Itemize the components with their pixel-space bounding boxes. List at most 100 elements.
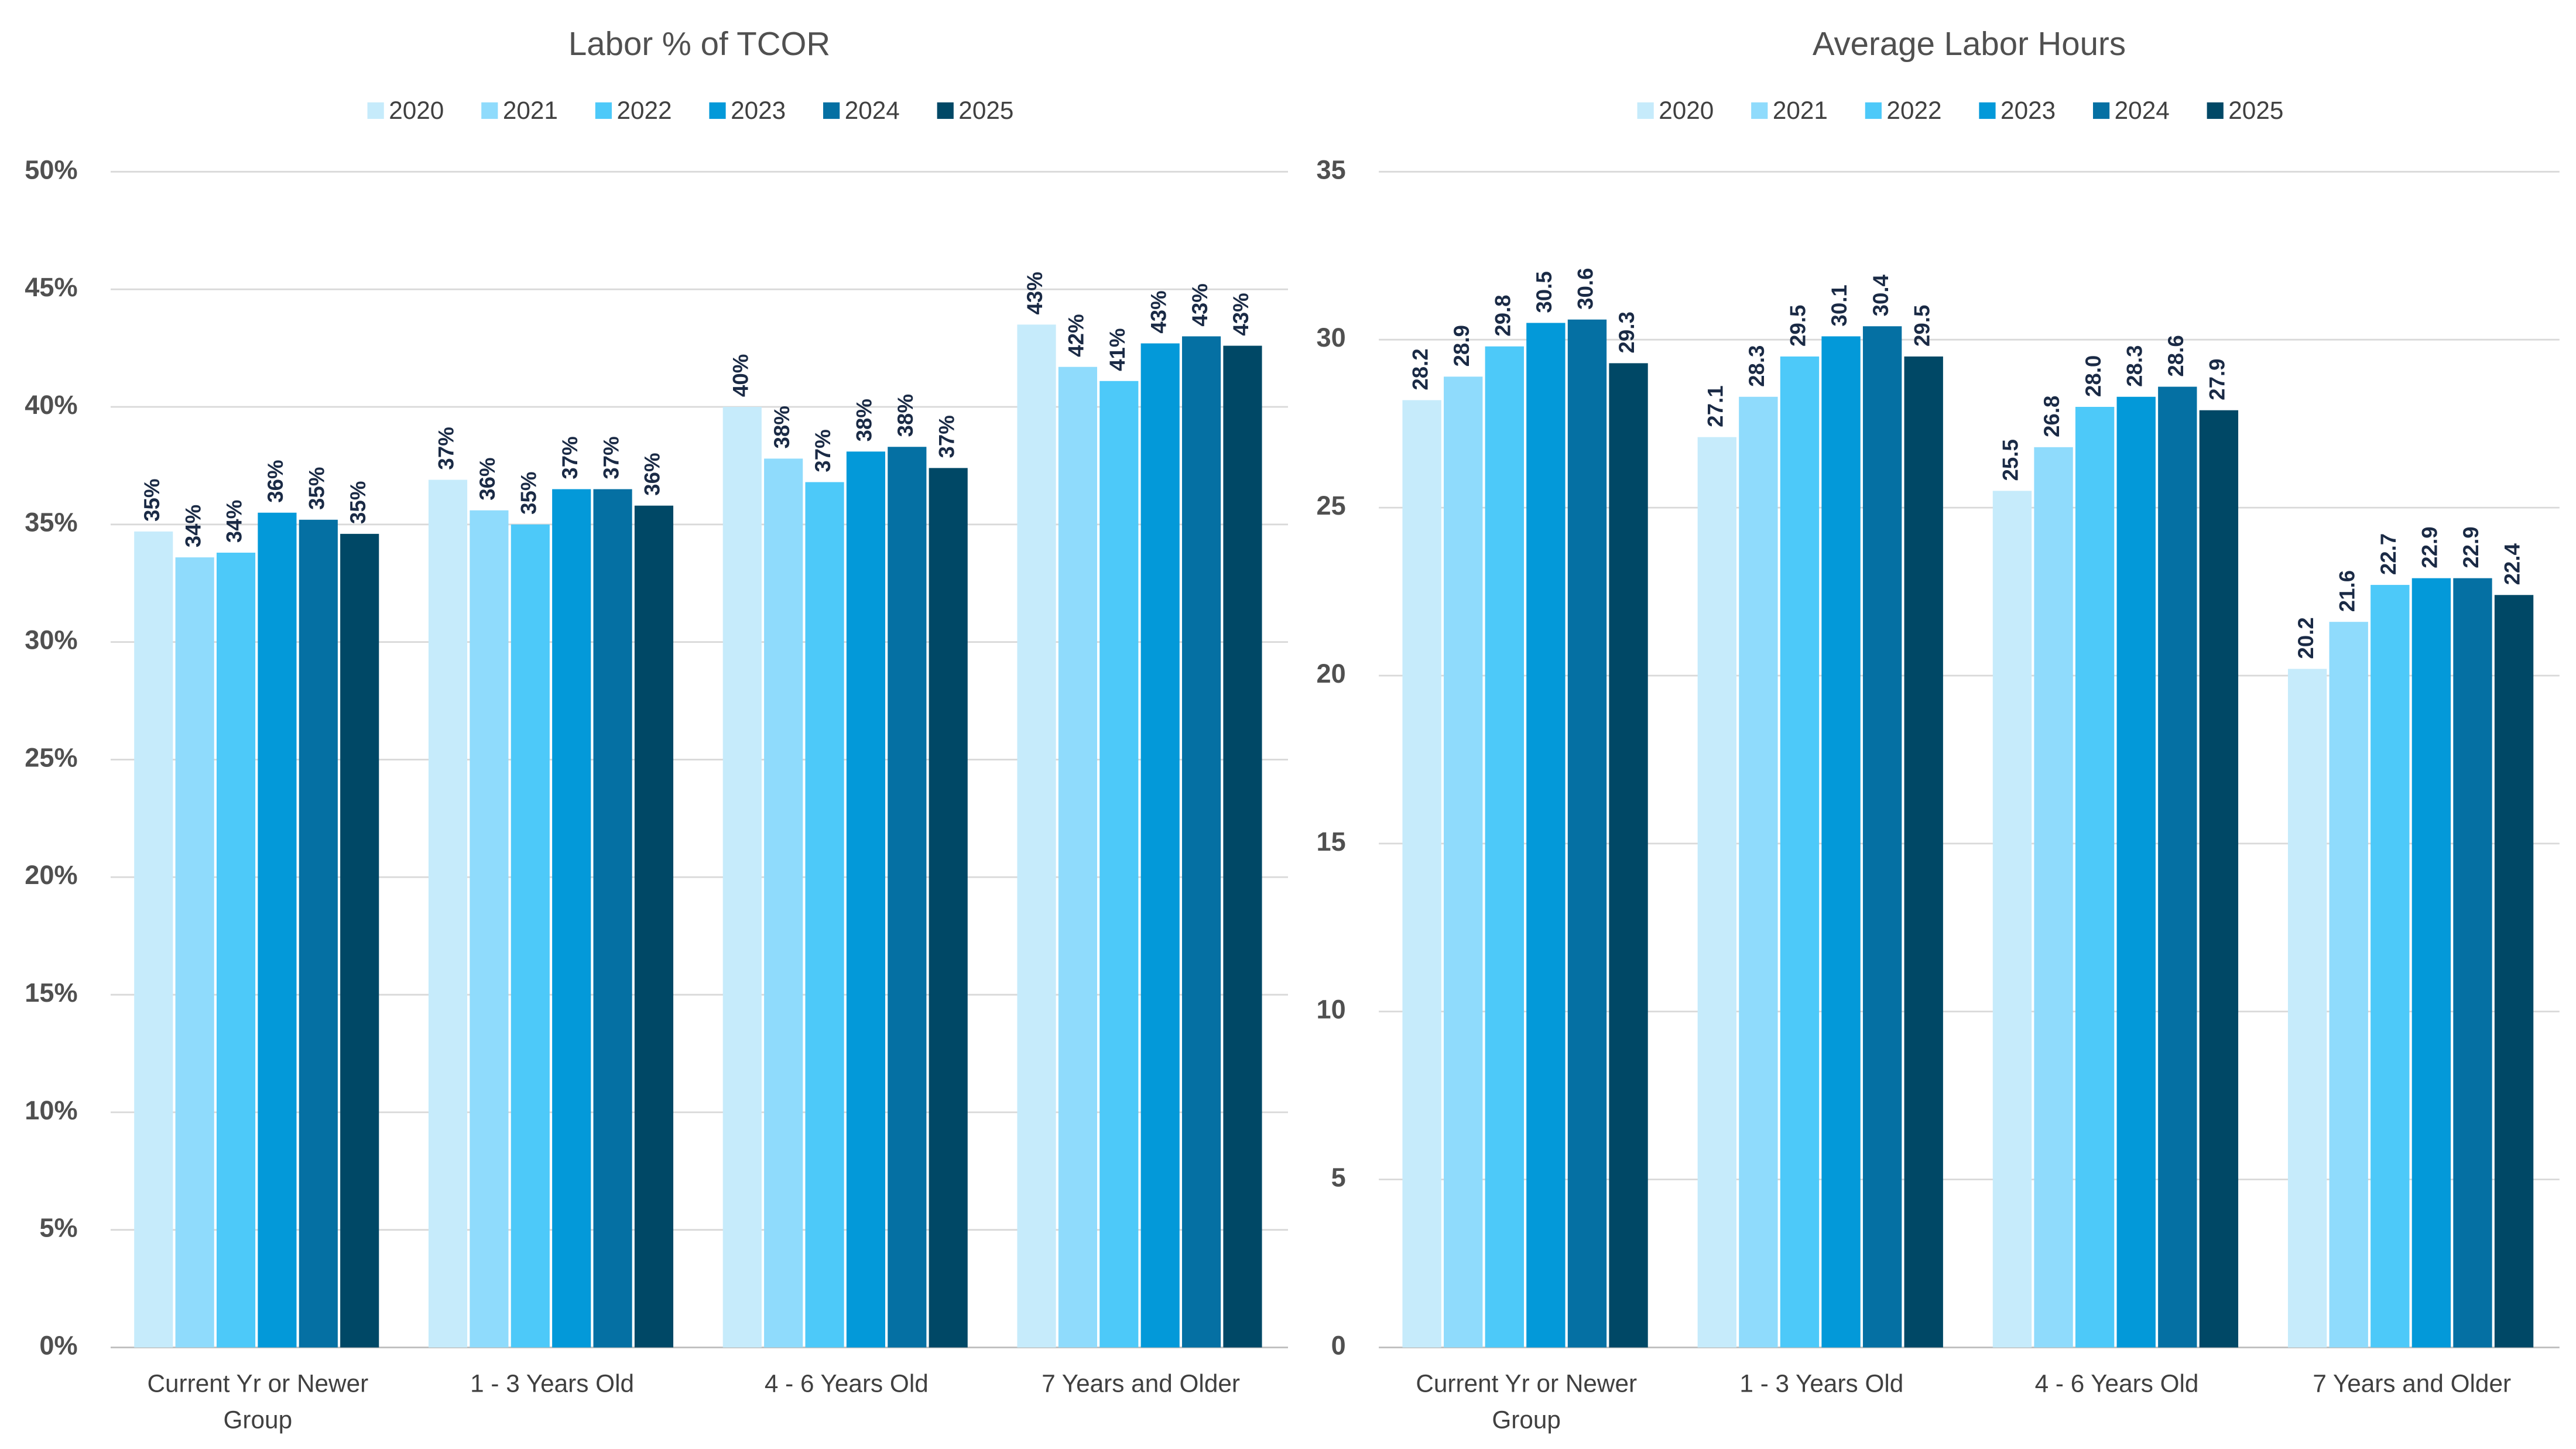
data-label: 43%	[1229, 293, 1253, 335]
bar	[1567, 319, 1607, 1348]
bar	[470, 510, 509, 1348]
y-tick-label: 5	[1331, 1163, 1346, 1193]
data-label: 28.6	[2164, 335, 2188, 376]
legend-swatch	[1637, 102, 1654, 119]
legend-swatch	[2207, 102, 2224, 119]
data-label: 43%	[1146, 290, 1170, 333]
data-label: 26.8	[2040, 396, 2064, 437]
bar	[1402, 400, 1441, 1348]
data-label: 37%	[434, 427, 458, 470]
bar	[888, 447, 927, 1348]
x-tick-label-box: Current Yr or Newer Group	[147, 1371, 369, 1436]
bar	[175, 557, 214, 1348]
data-label: 22.7	[2376, 533, 2400, 575]
legend-swatch	[1751, 102, 1768, 119]
y-tick-label: 15%	[25, 978, 77, 1008]
data-label: 37%	[558, 436, 582, 479]
data-label: 29.5	[1786, 305, 1810, 347]
x-tick-label-box: 4 - 6 Years Old	[2034, 1371, 2199, 1399]
data-label: 27.1	[1703, 385, 1727, 427]
y-tick-label: 20%	[25, 860, 77, 890]
bar	[258, 512, 297, 1348]
x-tick-label-box: Current Yr or Newer Group	[1416, 1371, 1637, 1435]
bar	[2116, 396, 2156, 1348]
bar	[1058, 366, 1098, 1348]
data-label: 28.2	[1408, 348, 1432, 390]
legend-label: 2022	[616, 97, 672, 124]
bar	[846, 451, 886, 1348]
bar	[1780, 356, 1820, 1348]
data-label: 43%	[1188, 283, 1212, 326]
x-tick-label-box: 1 - 3 Years Old	[1739, 1371, 1903, 1399]
bar	[1821, 336, 1861, 1348]
legend-swatch	[823, 102, 840, 119]
y-tick-label: 50%	[25, 155, 77, 184]
y-tick-label: 10%	[25, 1095, 77, 1125]
legend-label: 2020	[389, 97, 444, 124]
bar	[1904, 356, 1943, 1348]
x-tick-label: Current Yr or Newer Group	[147, 1371, 369, 1436]
bar	[2199, 410, 2239, 1348]
legend-swatch	[709, 102, 726, 119]
bar	[764, 458, 803, 1348]
data-label: 36%	[475, 457, 499, 500]
y-tick-label: 35	[1317, 155, 1346, 184]
data-label: 30.4	[1869, 274, 1893, 316]
bar	[1223, 345, 1262, 1348]
x-tick-label: 4 - 6 Years Old	[2034, 1371, 2199, 1399]
legend-swatch	[1865, 102, 1882, 119]
bar	[634, 505, 674, 1348]
x-tick-label: 4 - 6 Years Old	[764, 1371, 929, 1399]
legend-swatch	[595, 102, 612, 119]
data-label: 41%	[1105, 328, 1129, 371]
bar	[511, 524, 550, 1348]
bar	[340, 533, 379, 1348]
legend-label: 2023	[731, 97, 786, 124]
bar	[1140, 343, 1180, 1348]
bar	[428, 479, 468, 1348]
y-tick-label: 30%	[25, 625, 77, 655]
bar	[1697, 437, 1736, 1348]
data-label: 30.1	[1827, 285, 1851, 326]
data-label: 28.0	[2081, 355, 2105, 397]
data-label: 36%	[263, 460, 287, 502]
bar	[299, 519, 338, 1348]
legend-label: 2025	[2228, 97, 2283, 124]
chart-title: Average Labor Hours	[1813, 25, 2126, 62]
data-label: 29.8	[1491, 294, 1515, 336]
legend-label: 2024	[845, 97, 900, 124]
y-tick-label: 20	[1317, 659, 1346, 688]
legend-label: 2025	[958, 97, 1013, 124]
bar	[552, 489, 591, 1348]
y-tick-label: 30	[1317, 323, 1346, 352]
bar	[2158, 386, 2197, 1348]
y-tick-label: 10	[1317, 995, 1346, 1025]
bar	[1609, 363, 1648, 1348]
y-tick-label: 15	[1317, 827, 1346, 857]
bar	[2453, 578, 2492, 1348]
data-label: 38%	[893, 394, 917, 437]
x-tick-label-box: 7 Years and Older	[2313, 1371, 2511, 1399]
legend-swatch	[481, 102, 498, 119]
legend-swatch	[937, 102, 954, 119]
data-label: 37%	[934, 415, 958, 458]
data-label: 37%	[599, 436, 623, 479]
y-tick-label: 45%	[25, 272, 77, 302]
data-label: 29.5	[1910, 305, 1934, 347]
data-label: 38%	[770, 406, 794, 448]
bar	[1992, 491, 2032, 1348]
data-label: 28.9	[1450, 325, 1474, 366]
data-label: 34%	[222, 500, 246, 543]
bar	[134, 531, 173, 1348]
bar	[805, 482, 844, 1348]
y-tick-label: 0	[1331, 1330, 1346, 1360]
bar	[2371, 585, 2410, 1348]
bar	[216, 552, 256, 1348]
data-label: 27.9	[2205, 358, 2229, 400]
bar	[2411, 578, 2451, 1348]
data-label: 43%	[1023, 272, 1047, 314]
bar	[1526, 323, 1566, 1348]
bar	[1862, 326, 1902, 1348]
